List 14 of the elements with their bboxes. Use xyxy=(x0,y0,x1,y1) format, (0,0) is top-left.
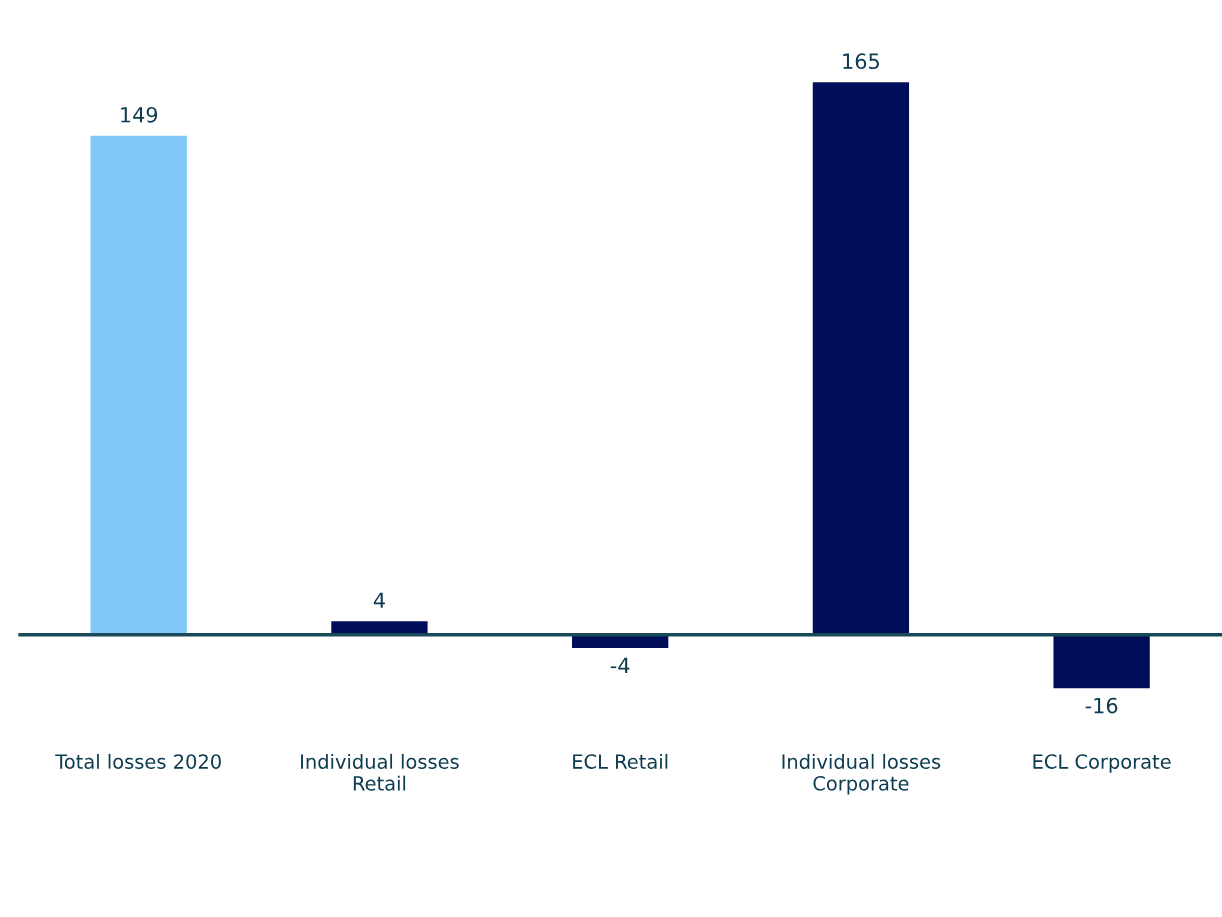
bar xyxy=(331,621,428,635)
x-tick-label: Individual losses Retail xyxy=(301,753,459,791)
bar xyxy=(1053,634,1150,689)
bar xyxy=(90,135,187,635)
data-label: 4 xyxy=(373,592,385,608)
x-tick-label: ECL Retail xyxy=(573,753,668,769)
x-tick-label: Individual losses Corporate xyxy=(782,753,941,795)
x-tick-label: ECL Corporate xyxy=(1033,754,1171,773)
x-tick-label: Total losses 2020 xyxy=(55,753,221,769)
bar xyxy=(812,82,910,635)
data-label: 165 xyxy=(843,53,879,70)
data-label: -16 xyxy=(1085,697,1118,714)
data-label: -4 xyxy=(610,657,630,673)
data-label: 149 xyxy=(121,106,158,123)
